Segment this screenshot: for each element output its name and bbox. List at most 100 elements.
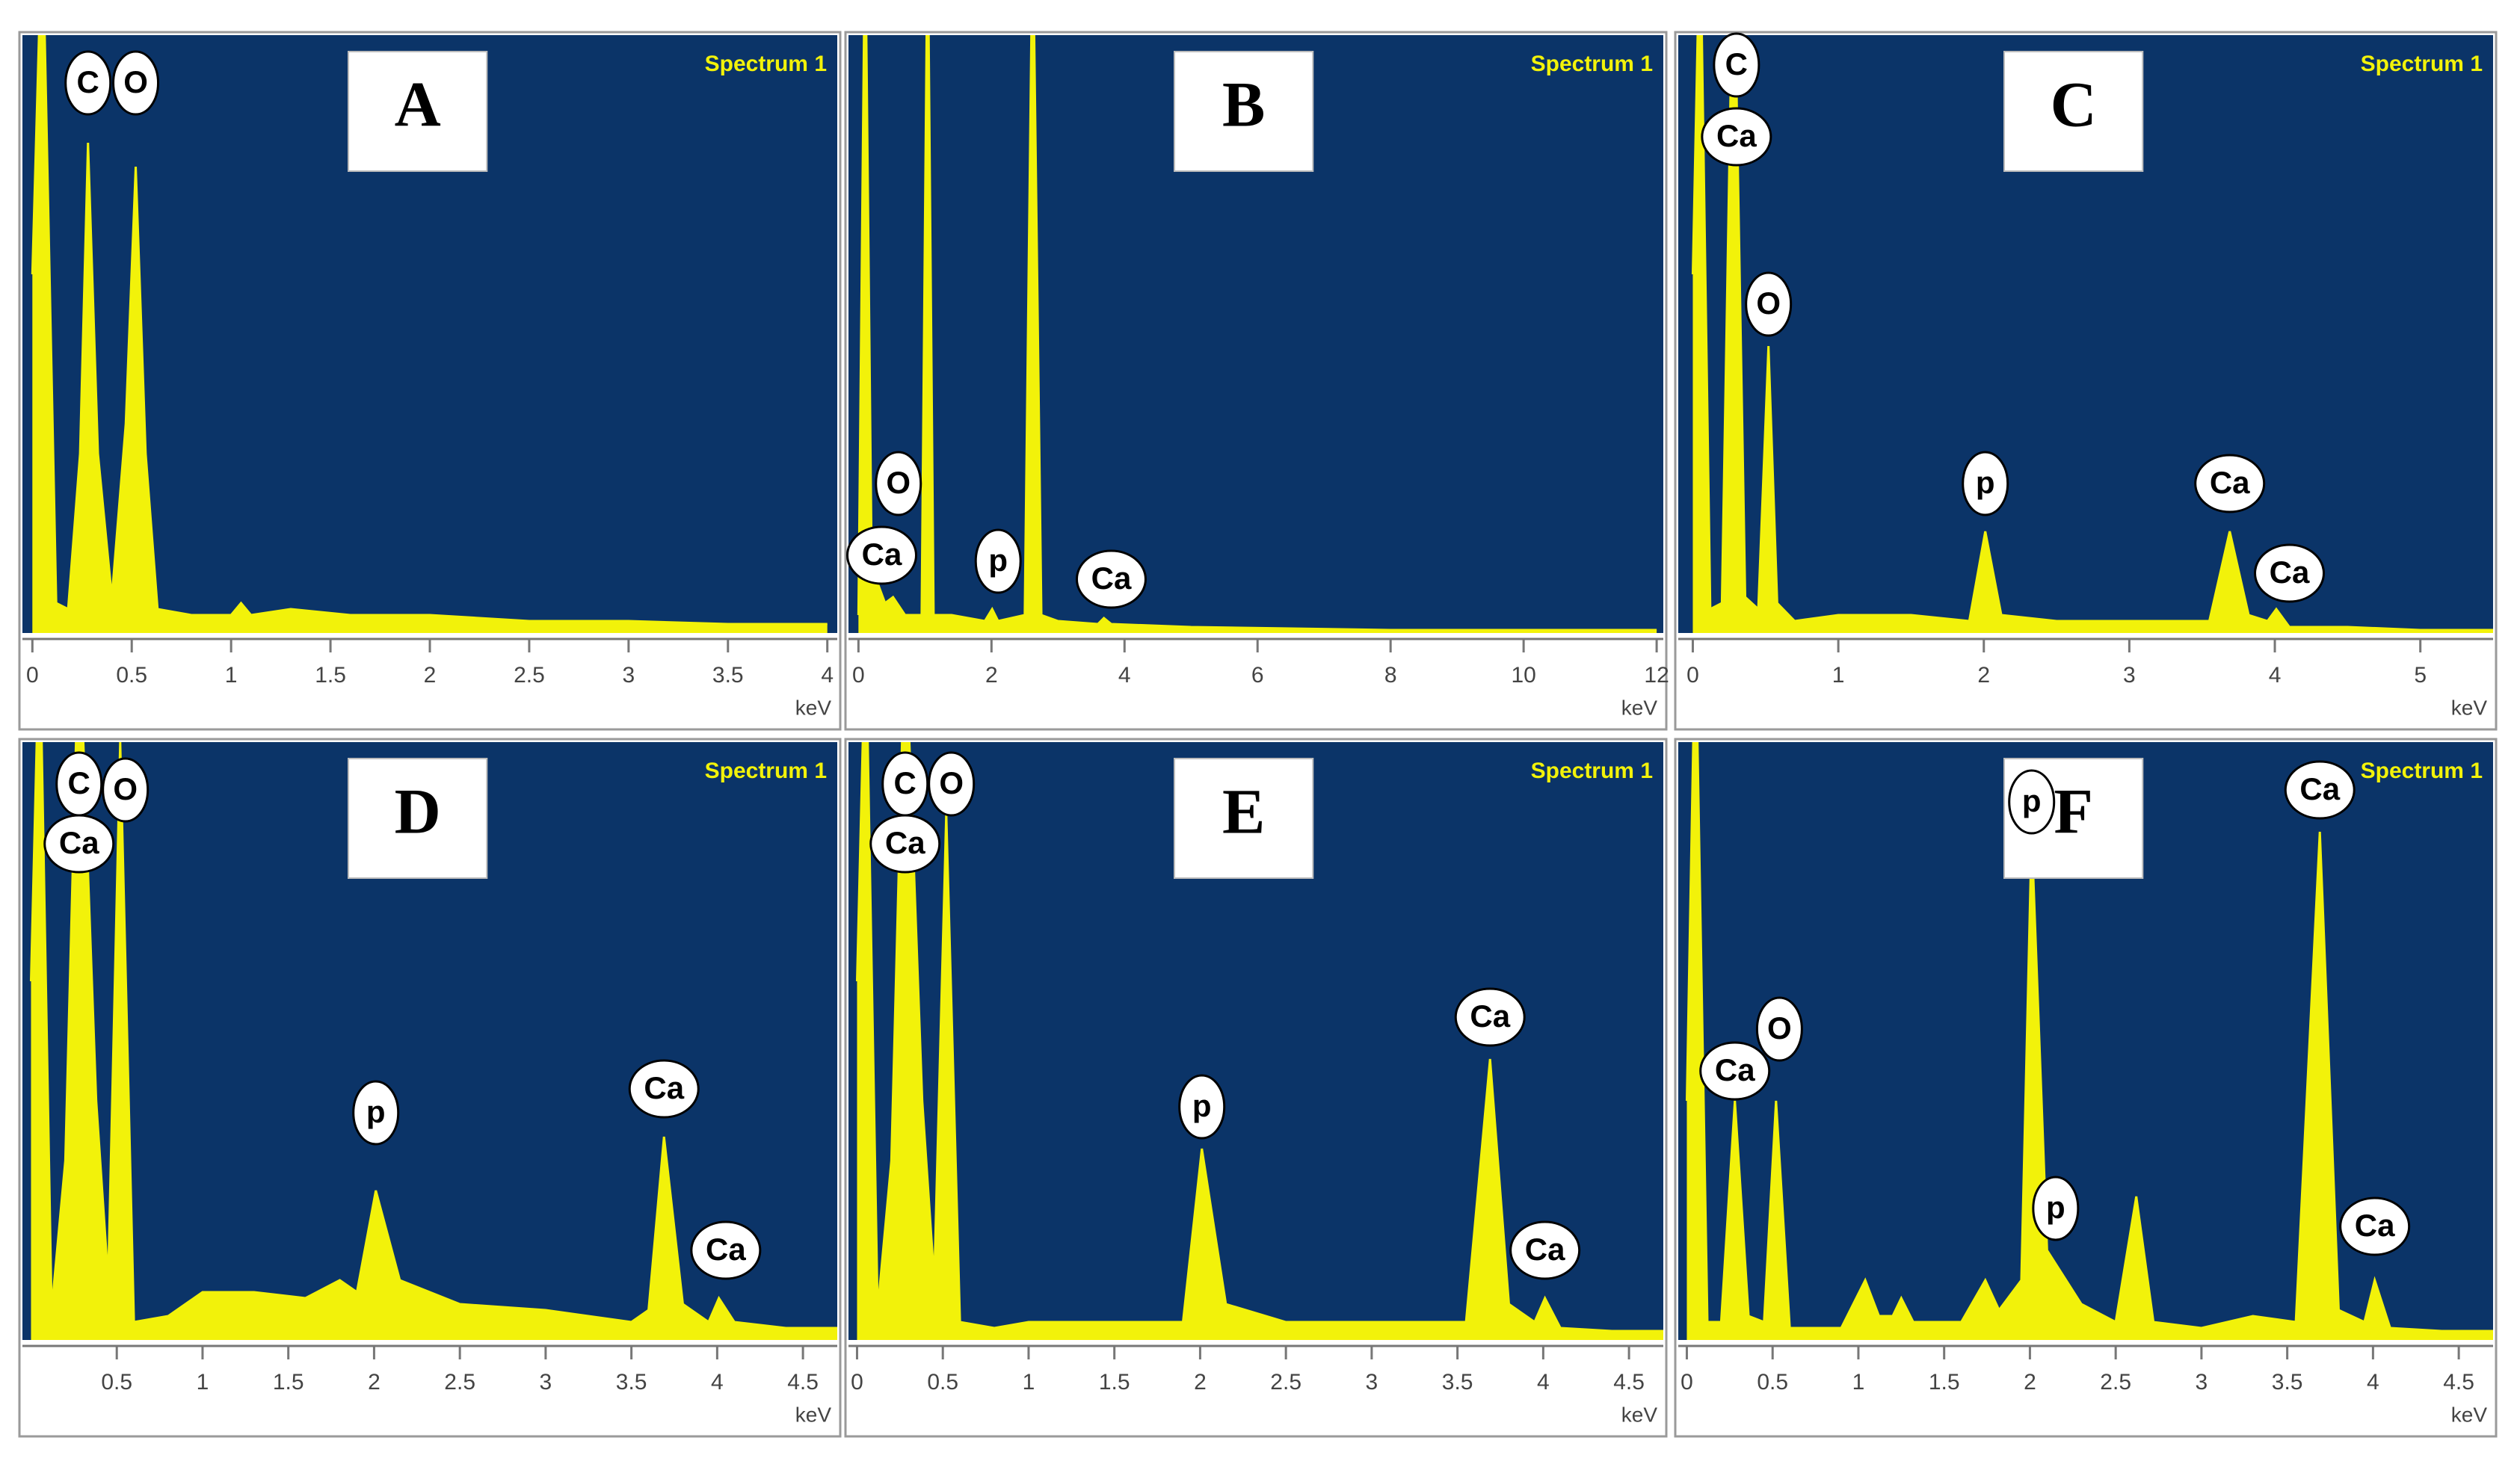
panel: 0 0.5 1 1.5 2 2.5 3 3.5 4 4.5 keV Spectrum 1 F Ca Op p C… (1674, 738, 2498, 1438)
x-axis-label: keV (2451, 696, 2488, 719)
x-tick-label: 5 (2414, 663, 2427, 688)
spectrum-line (857, 35, 1657, 631)
peak-label: C (77, 64, 99, 99)
x-tick-label: 0 (26, 663, 39, 688)
panel-letter: E (1222, 776, 1265, 847)
panel-letter: B (1222, 69, 1265, 140)
spectrum-line (1685, 742, 2493, 1333)
panel-letter-box (348, 51, 488, 172)
panel-letter: A (395, 69, 441, 140)
spectrum-title: Spectrum 1 (705, 759, 827, 783)
x-tick-label: 1.5 (273, 1370, 304, 1395)
peak-label: C (68, 765, 90, 800)
annotation-bubble (845, 525, 917, 585)
x-tick-label: 4 (711, 1370, 724, 1395)
peak-label: O (123, 64, 148, 99)
peak-label: Ca (2210, 465, 2250, 500)
peak-label: Ca (1091, 561, 1132, 596)
x-tick-label: 1 (1852, 1370, 1865, 1395)
annotation-bubble (2194, 454, 2266, 513)
annotation-bubble (2284, 760, 2356, 820)
panel-letter: C (2051, 69, 2097, 140)
annotation-bubble (64, 50, 112, 116)
spectrum-title: Spectrum 1 (705, 52, 827, 76)
x-tick-label: 4.5 (2443, 1370, 2474, 1395)
annotation-bubble (875, 451, 922, 516)
panel: 0 0.5 1 1.5 2 2.5 3 3.5 4 4.5 keV Spectrum 1 E C Ca Op C… (844, 738, 1668, 1438)
x-tick-label: 4.5 (1613, 1370, 1645, 1395)
x-tick-label: 3 (540, 1370, 552, 1395)
x-tick-label: 2.5 (1270, 1370, 1301, 1395)
panel-letter-box (2003, 51, 2144, 172)
spectrum-line (855, 742, 1663, 1333)
x-tick-label: 0 (852, 663, 865, 688)
annotation-bubble (2254, 543, 2325, 603)
peak-label: Ca (1525, 1232, 1565, 1267)
x-tick-label: 2 (1194, 1370, 1207, 1395)
x-tick-label: 1 (1023, 1370, 1035, 1395)
annotation-bubble (43, 814, 115, 874)
annotation-bubble (1755, 996, 1803, 1062)
x-tick-label: 3 (623, 663, 635, 688)
x-tick-label: 2 (985, 663, 998, 688)
annotation-bubble (690, 1220, 762, 1280)
annotation-bubble (2339, 1196, 2411, 1256)
peak-label: p (2022, 783, 2042, 818)
x-tick-label: 4.5 (787, 1370, 819, 1395)
x-axis-label: keV (795, 696, 832, 719)
annotation-bubble (1962, 451, 2009, 516)
x-axis-label: keV (2451, 1403, 2488, 1426)
peak-label: Ca (59, 825, 99, 860)
peak-label: Ca (2355, 1208, 2395, 1243)
x-tick-label: 4 (2367, 1370, 2379, 1395)
peak-label: p (2046, 1190, 2065, 1225)
x-tick-label: 0.5 (927, 1370, 958, 1395)
spectrum-title: Spectrum 1 (1531, 759, 1653, 783)
x-tick-label: 12 (1644, 663, 1669, 688)
annotation-bubble (112, 50, 160, 116)
spectrum-line (1691, 35, 2493, 631)
annotation-bubble (974, 528, 1022, 594)
x-tick-label: 6 (1251, 663, 1264, 688)
annotation-bubble (1701, 107, 1772, 167)
annotation-bubble (2032, 1176, 2080, 1241)
peak-label: Ca (2299, 771, 2340, 806)
x-tick-label: 2 (2024, 1370, 2036, 1395)
x-tick-label: 10 (1511, 663, 1535, 688)
x-tick-label: 2.5 (2100, 1370, 2131, 1395)
x-tick-label: 2.5 (444, 1370, 475, 1395)
peak-label: p (988, 543, 1008, 578)
x-tick-label: 3.5 (616, 1370, 647, 1395)
x-tick-label: 4 (1118, 663, 1131, 688)
x-tick-label: 8 (1384, 663, 1397, 688)
peak-label: O (939, 765, 964, 800)
x-axis-label: keV (795, 1403, 832, 1426)
spectrum-title: Spectrum 1 (1531, 52, 1653, 76)
peak-label: Ca (644, 1070, 684, 1105)
x-tick-label: 3 (2196, 1370, 2208, 1395)
panel: 0 2 4 6 8 10 12 keV Spectrum 1 B Ca Op Ca (844, 31, 1669, 731)
x-tick-label: 2 (368, 1370, 381, 1395)
x-tick-label: 2 (1977, 663, 1990, 688)
x-tick-label: 3 (2123, 663, 2136, 688)
annotation-bubble (1713, 32, 1760, 98)
panel-letter: D (395, 776, 441, 847)
x-tick-label: 1.5 (315, 663, 346, 688)
peak-label: Ca (1715, 1052, 1755, 1087)
panel-letter-box (348, 758, 488, 879)
x-tick-label: 2.5 (514, 663, 545, 688)
panel-letter-box (1174, 51, 1314, 172)
panel: 0.5 1 1.5 2 2.5 3 3.5 4 4.5 keV Spectrum 1 D C Ca Op Ca… (18, 738, 842, 1438)
area-fill (1692, 35, 2493, 633)
x-tick-label: 3.5 (712, 663, 744, 688)
peak-label: p (366, 1094, 386, 1129)
peak-label: p (1192, 1088, 1212, 1123)
x-tick-label: 3.5 (2272, 1370, 2303, 1395)
x-tick-label: 2 (424, 663, 437, 688)
x-tick-label: 0 (1680, 1370, 1693, 1395)
panel: 0 1 2 3 4 5 keV Spectrum 1 C C Ca Op Ca Ca (1674, 31, 2498, 731)
spectrum-title: Spectrum 1 (2361, 759, 2483, 783)
peak-label: Ca (1716, 118, 1757, 153)
annotation-bubble (1075, 549, 1147, 609)
x-tick-label: 0.5 (101, 1370, 132, 1395)
